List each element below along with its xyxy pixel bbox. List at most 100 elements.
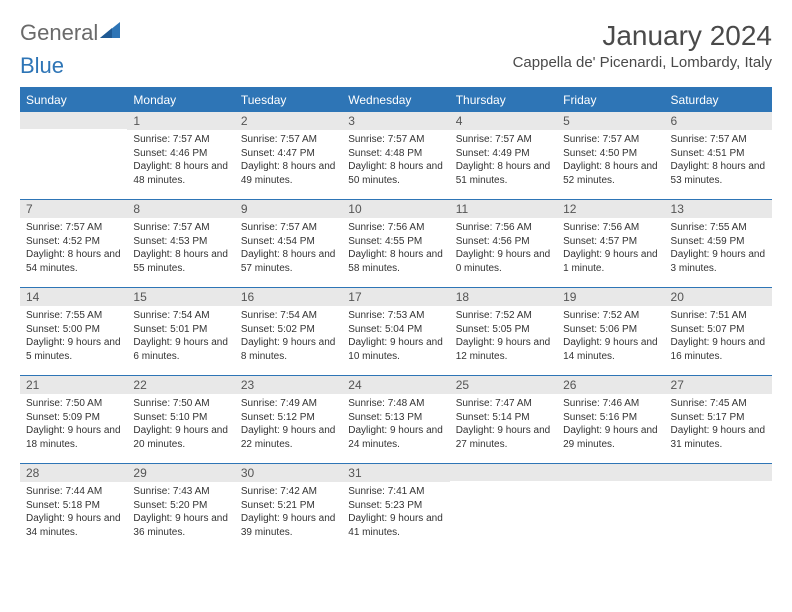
day-number: 19	[557, 287, 664, 306]
day-number: 30	[235, 463, 342, 482]
day-content: Sunrise: 7:53 AMSunset: 5:04 PMDaylight:…	[342, 306, 449, 365]
sunrise-text: Sunrise: 7:57 AM	[133, 221, 228, 235]
day-number: 6	[665, 111, 772, 130]
calendar-row: 1Sunrise: 7:57 AMSunset: 4:46 PMDaylight…	[20, 111, 772, 199]
daylight-text: Daylight: 9 hours and 34 minutes.	[26, 512, 121, 539]
day-number: 5	[557, 111, 664, 130]
daylight-text: Daylight: 9 hours and 36 minutes.	[133, 512, 228, 539]
day-content: Sunrise: 7:47 AMSunset: 5:14 PMDaylight:…	[450, 394, 557, 453]
sunset-text: Sunset: 4:55 PM	[348, 235, 443, 249]
calendar-row: 28Sunrise: 7:44 AMSunset: 5:18 PMDayligh…	[20, 463, 772, 551]
sunrise-text: Sunrise: 7:57 AM	[26, 221, 121, 235]
sunset-text: Sunset: 4:53 PM	[133, 235, 228, 249]
logo-text-2: Blue	[20, 53, 64, 79]
calendar-cell: 16Sunrise: 7:54 AMSunset: 5:02 PMDayligh…	[235, 287, 342, 375]
day-content: Sunrise: 7:57 AMSunset: 4:46 PMDaylight:…	[127, 130, 234, 189]
calendar-cell: 19Sunrise: 7:52 AMSunset: 5:06 PMDayligh…	[557, 287, 664, 375]
sunset-text: Sunset: 4:51 PM	[671, 147, 766, 161]
sunrise-text: Sunrise: 7:41 AM	[348, 485, 443, 499]
title-block: January 2024 Cappella de' Picenardi, Lom…	[513, 20, 772, 71]
calendar-cell: 3Sunrise: 7:57 AMSunset: 4:48 PMDaylight…	[342, 111, 449, 199]
daylight-text: Daylight: 8 hours and 54 minutes.	[26, 248, 121, 275]
sunset-text: Sunset: 5:10 PM	[133, 411, 228, 425]
daylight-text: Daylight: 9 hours and 3 minutes.	[671, 248, 766, 275]
day-content: Sunrise: 7:52 AMSunset: 5:05 PMDaylight:…	[450, 306, 557, 365]
logo-triangle-icon	[100, 22, 120, 38]
daylight-text: Daylight: 8 hours and 58 minutes.	[348, 248, 443, 275]
day-number	[450, 463, 557, 481]
day-number	[557, 463, 664, 481]
day-number: 28	[20, 463, 127, 482]
calendar-cell: 21Sunrise: 7:50 AMSunset: 5:09 PMDayligh…	[20, 375, 127, 463]
sunset-text: Sunset: 5:23 PM	[348, 499, 443, 513]
sunrise-text: Sunrise: 7:57 AM	[563, 133, 658, 147]
day-number: 31	[342, 463, 449, 482]
day-content: Sunrise: 7:48 AMSunset: 5:13 PMDaylight:…	[342, 394, 449, 453]
day-number: 27	[665, 375, 772, 394]
calendar-cell: 31Sunrise: 7:41 AMSunset: 5:23 PMDayligh…	[342, 463, 449, 551]
day-content: Sunrise: 7:57 AMSunset: 4:48 PMDaylight:…	[342, 130, 449, 189]
day-number: 29	[127, 463, 234, 482]
calendar-row: 14 Sunrise: 7:55 AMSunset: 5:00 PM Dayligh…	[20, 287, 772, 375]
sunset-text: Sunset: 5:06 PM	[563, 323, 658, 337]
daylight-text: Daylight: 9 hours and 22 minutes.	[241, 424, 336, 451]
day-number: 15	[127, 287, 234, 306]
calendar-cell: 29Sunrise: 7:43 AMSunset: 5:20 PMDayligh…	[127, 463, 234, 551]
sunrise-text: Sunrise: 7:53 AM	[348, 309, 443, 323]
location: Cappella de' Picenardi, Lombardy, Italy	[513, 54, 772, 71]
calendar-cell: 30Sunrise: 7:42 AMSunset: 5:21 PMDayligh…	[235, 463, 342, 551]
daylight-text: Daylight: 8 hours and 55 minutes.	[133, 248, 228, 275]
sunset-text: Sunset: 5:04 PM	[348, 323, 443, 337]
calendar-cell: 12Sunrise: 7:56 AMSunset: 4:57 PMDayligh…	[557, 199, 664, 287]
calendar-cell: 23Sunrise: 7:49 AMSunset: 5:12 PMDayligh…	[235, 375, 342, 463]
calendar-cell: 28Sunrise: 7:44 AMSunset: 5:18 PMDayligh…	[20, 463, 127, 551]
daylight-text: Daylight: 9 hours and 1 minute.	[563, 248, 658, 275]
day-number: 23	[235, 375, 342, 394]
col-monday: Monday	[127, 88, 234, 111]
daylight-text: Daylight: 9 hours and 31 minutes.	[671, 424, 766, 451]
col-thursday: Thursday	[450, 88, 557, 111]
day-number: 18	[450, 287, 557, 306]
daylight-text: Daylight: 8 hours and 51 minutes.	[456, 160, 551, 187]
sunrise-text: Sunrise: 7:57 AM	[348, 133, 443, 147]
day-number: 25	[450, 375, 557, 394]
sunset-text: Sunset: 4:47 PM	[241, 147, 336, 161]
day-content: Sunrise: 7:44 AMSunset: 5:18 PMDaylight:…	[20, 482, 127, 541]
sunset-text: Sunset: 4:54 PM	[241, 235, 336, 249]
day-content: Sunrise: 7:50 AMSunset: 5:10 PMDaylight:…	[127, 394, 234, 453]
calendar-cell	[20, 111, 127, 199]
daylight-text: Daylight: 8 hours and 52 minutes.	[563, 160, 658, 187]
calendar-cell	[557, 463, 664, 551]
day-number: 26	[557, 375, 664, 394]
sunset-text: Sunset: 5:00 PM	[26, 323, 121, 337]
sunrise-text: Sunrise: 7:46 AM	[563, 397, 658, 411]
sunrise-text: Sunrise: 7:55 AM	[671, 221, 766, 235]
sunrise-text: Sunrise: 7:56 AM	[563, 221, 658, 235]
daylight-text: Daylight: 9 hours and 8 minutes.	[241, 336, 336, 363]
day-content: Sunrise: 7:57 AMSunset: 4:51 PMDaylight:…	[665, 130, 772, 189]
day-number: 14	[20, 287, 127, 306]
daylight-text: Daylight: 9 hours and 6 minutes.	[133, 336, 228, 363]
col-friday: Friday	[557, 88, 664, 111]
calendar-cell: 6Sunrise: 7:57 AMSunset: 4:51 PMDaylight…	[665, 111, 772, 199]
sunset-text: Sunset: 4:46 PM	[133, 147, 228, 161]
daylight-text: Daylight: 9 hours and 14 minutes.	[563, 336, 658, 363]
sunrise-text: Sunrise: 7:55 AM	[26, 309, 121, 323]
calendar-row: 21Sunrise: 7:50 AMSunset: 5:09 PMDayligh…	[20, 375, 772, 463]
day-number: 24	[342, 375, 449, 394]
day-number: 9	[235, 199, 342, 218]
day-number: 7	[20, 199, 127, 218]
day-content: Sunrise: 7:57 AMSunset: 4:47 PMDaylight:…	[235, 130, 342, 189]
col-wednesday: Wednesday	[342, 88, 449, 111]
sunset-text: Sunset: 4:57 PM	[563, 235, 658, 249]
sunset-text: Sunset: 5:20 PM	[133, 499, 228, 513]
calendar-cell: 13Sunrise: 7:55 AMSunset: 4:59 PMDayligh…	[665, 199, 772, 287]
sunrise-text: Sunrise: 7:57 AM	[241, 221, 336, 235]
sunrise-text: Sunrise: 7:57 AM	[456, 133, 551, 147]
day-number: 20	[665, 287, 772, 306]
daylight-text: Daylight: 9 hours and 10 minutes.	[348, 336, 443, 363]
sunset-text: Sunset: 4:50 PM	[563, 147, 658, 161]
day-content: Sunrise: 7:57 AMSunset: 4:53 PMDaylight:…	[127, 218, 234, 277]
daylight-text: Daylight: 9 hours and 39 minutes.	[241, 512, 336, 539]
day-content: Sunrise: 7:46 AMSunset: 5:16 PMDaylight:…	[557, 394, 664, 453]
